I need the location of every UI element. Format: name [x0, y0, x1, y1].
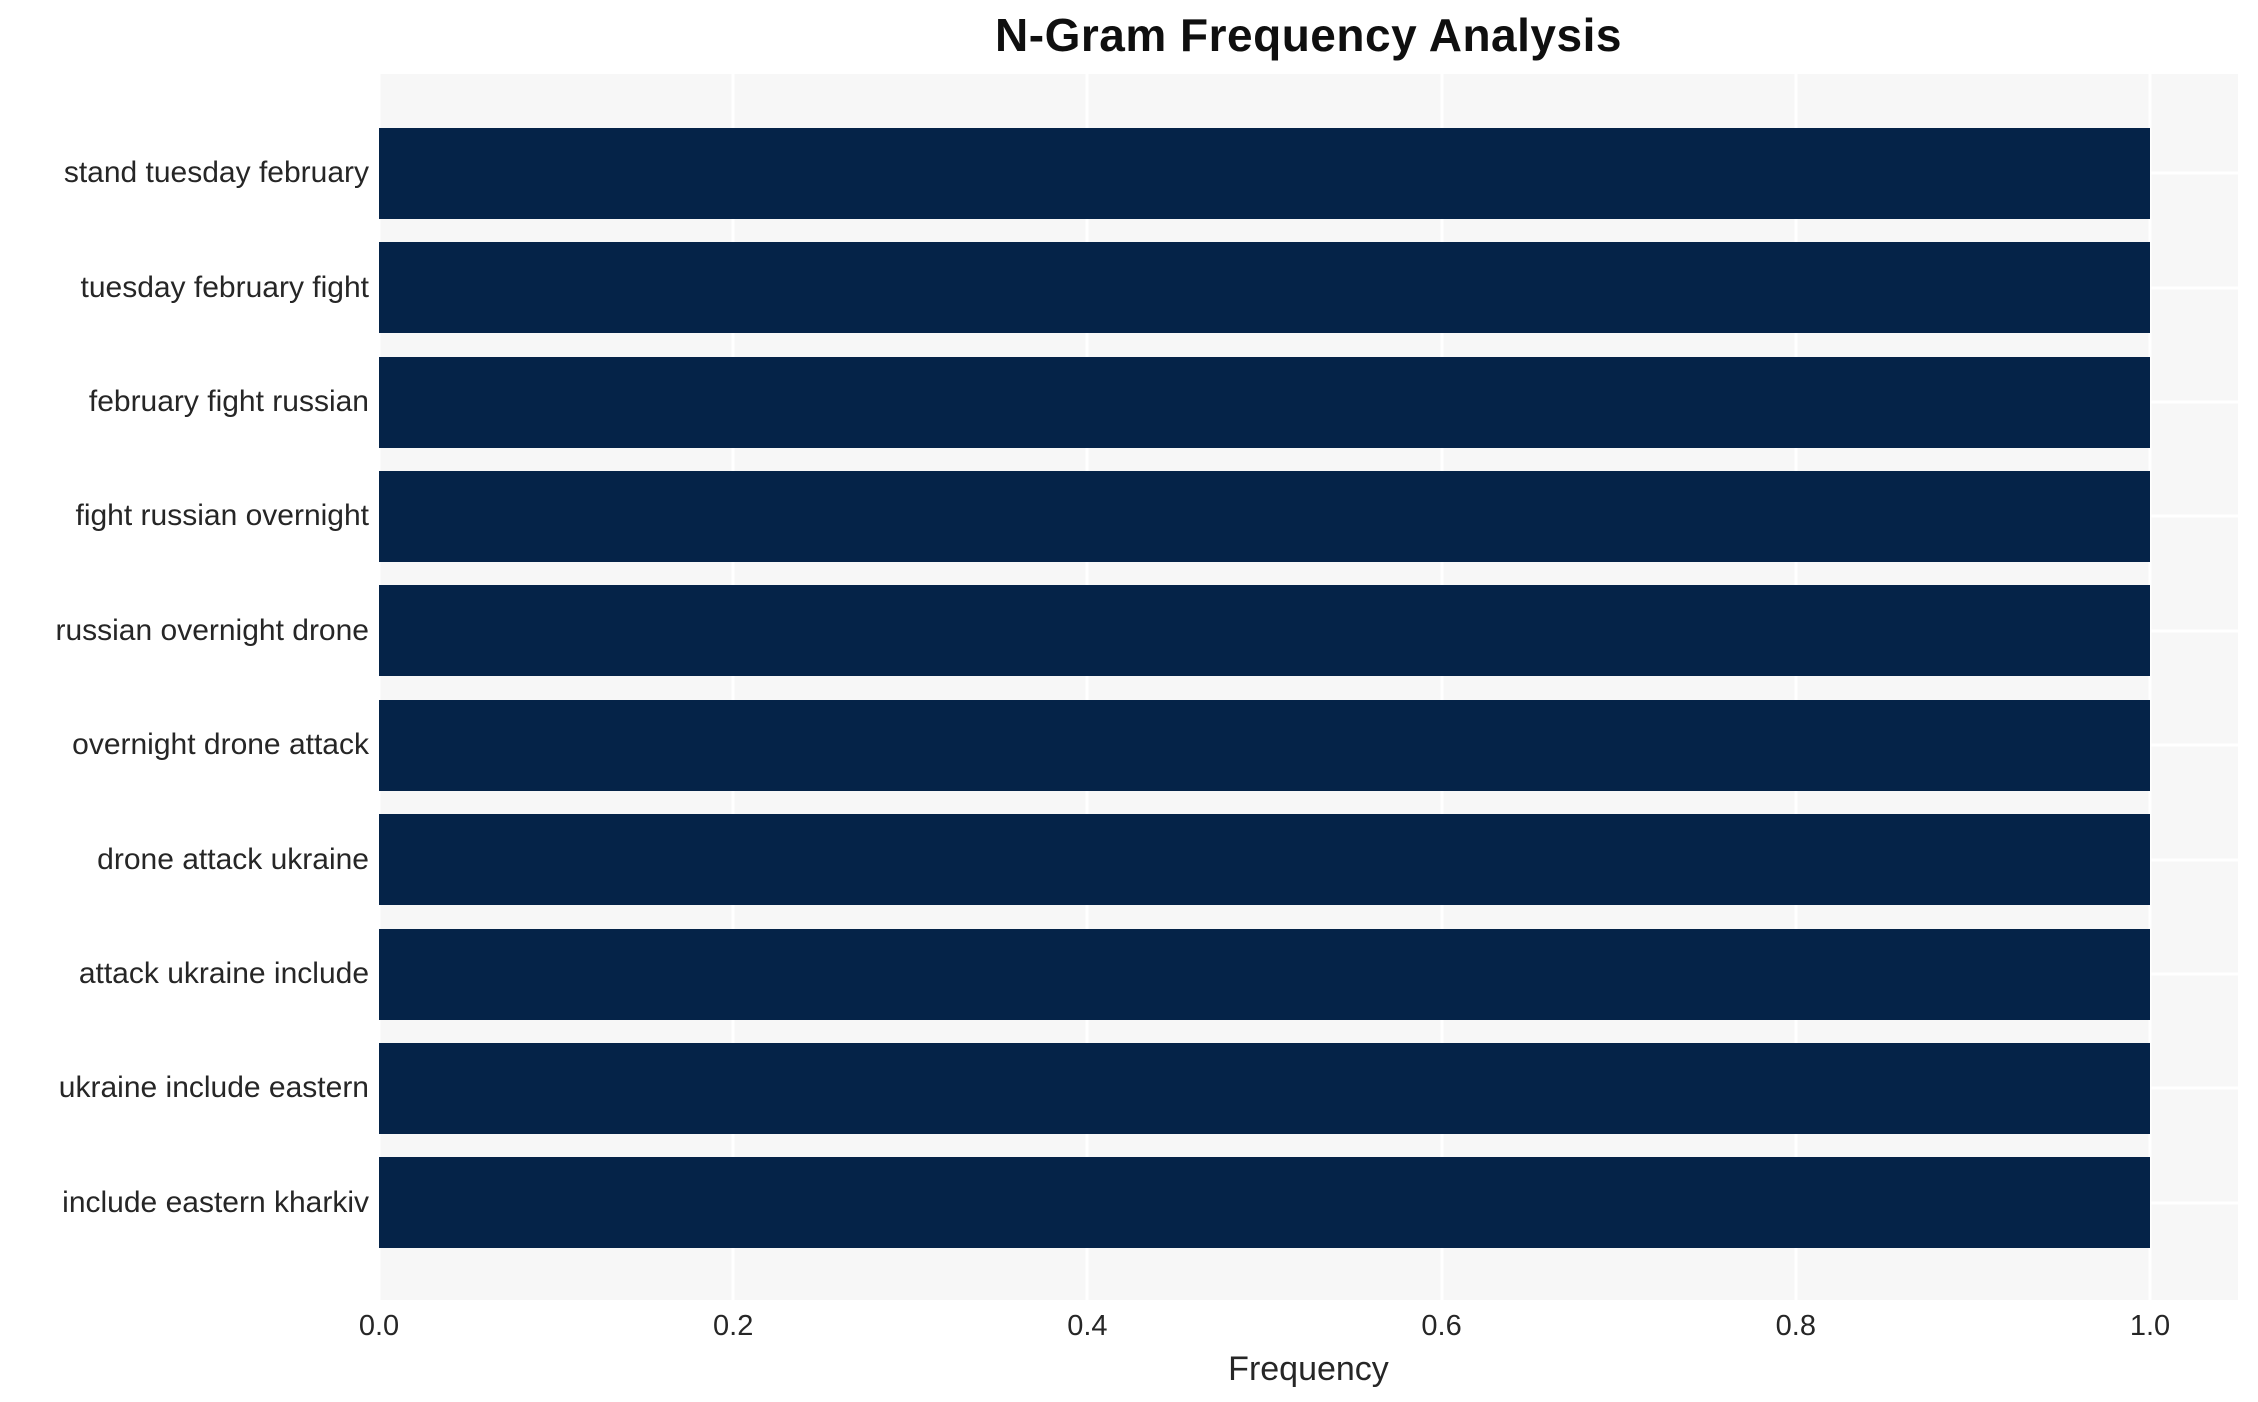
- x-tick-label: 0.2: [713, 1310, 754, 1342]
- chart-title: N-Gram Frequency Analysis: [995, 9, 1622, 61]
- bar-ukraine-include-eastern: [379, 1042, 2150, 1134]
- y-axis-labels: stand tuesday february tuesday february f…: [0, 74, 369, 1300]
- bar-drone-attack-ukraine: [379, 814, 2150, 906]
- x-gridline-1.0: [2148, 74, 2152, 1300]
- x-tick-label: 0.8: [1775, 1310, 1816, 1342]
- x-gridline-0.2: [731, 74, 735, 1300]
- plot-area: [377, 74, 2238, 1300]
- bar-russian-overnight-drone: [379, 585, 2150, 677]
- y-tick-label: russian overnight drone: [55, 613, 369, 647]
- bar-fight-russian-overnight: [379, 470, 2150, 562]
- y-tick-label: drone attack ukraine: [97, 842, 369, 876]
- bar-tuesday-february-fight: [379, 242, 2150, 334]
- x-gridline-0.4: [1085, 74, 1089, 1300]
- y-tick-label: include eastern kharkiv: [62, 1185, 369, 1219]
- y-tick-label: attack ukraine include: [78, 957, 369, 990]
- x-axis-title: Frequency: [1228, 1350, 1389, 1388]
- bar-overnight-drone-attack: [379, 699, 2150, 791]
- y-tick-label: ukraine include eastern: [58, 1071, 369, 1105]
- y-tick-label: tuesday february fight: [80, 270, 369, 304]
- bar-attack-ukraine-include: [379, 928, 2150, 1020]
- x-gridline-0.0: [377, 74, 381, 1300]
- x-tick-label: 0.4: [1067, 1310, 1108, 1342]
- x-gridline-0.6: [1440, 74, 1444, 1300]
- y-tick-label: february fight russian: [88, 385, 369, 418]
- bar-stand-tuesday-february: [379, 127, 2150, 219]
- y-tick-label: overnight drone attack: [72, 728, 369, 762]
- bar-february-fight-russian: [379, 356, 2150, 448]
- y-tick-label: fight russian overnight: [75, 499, 370, 533]
- x-tick-label: 0.6: [1421, 1310, 1462, 1342]
- x-tick-label: 1.0: [2129, 1310, 2171, 1342]
- x-tick-label: 0.0: [358, 1310, 400, 1342]
- x-gridline-0.8: [1794, 74, 1798, 1300]
- bar-include-eastern-kharkiv: [379, 1157, 2150, 1249]
- y-tick-label: stand tuesday february: [63, 156, 369, 190]
